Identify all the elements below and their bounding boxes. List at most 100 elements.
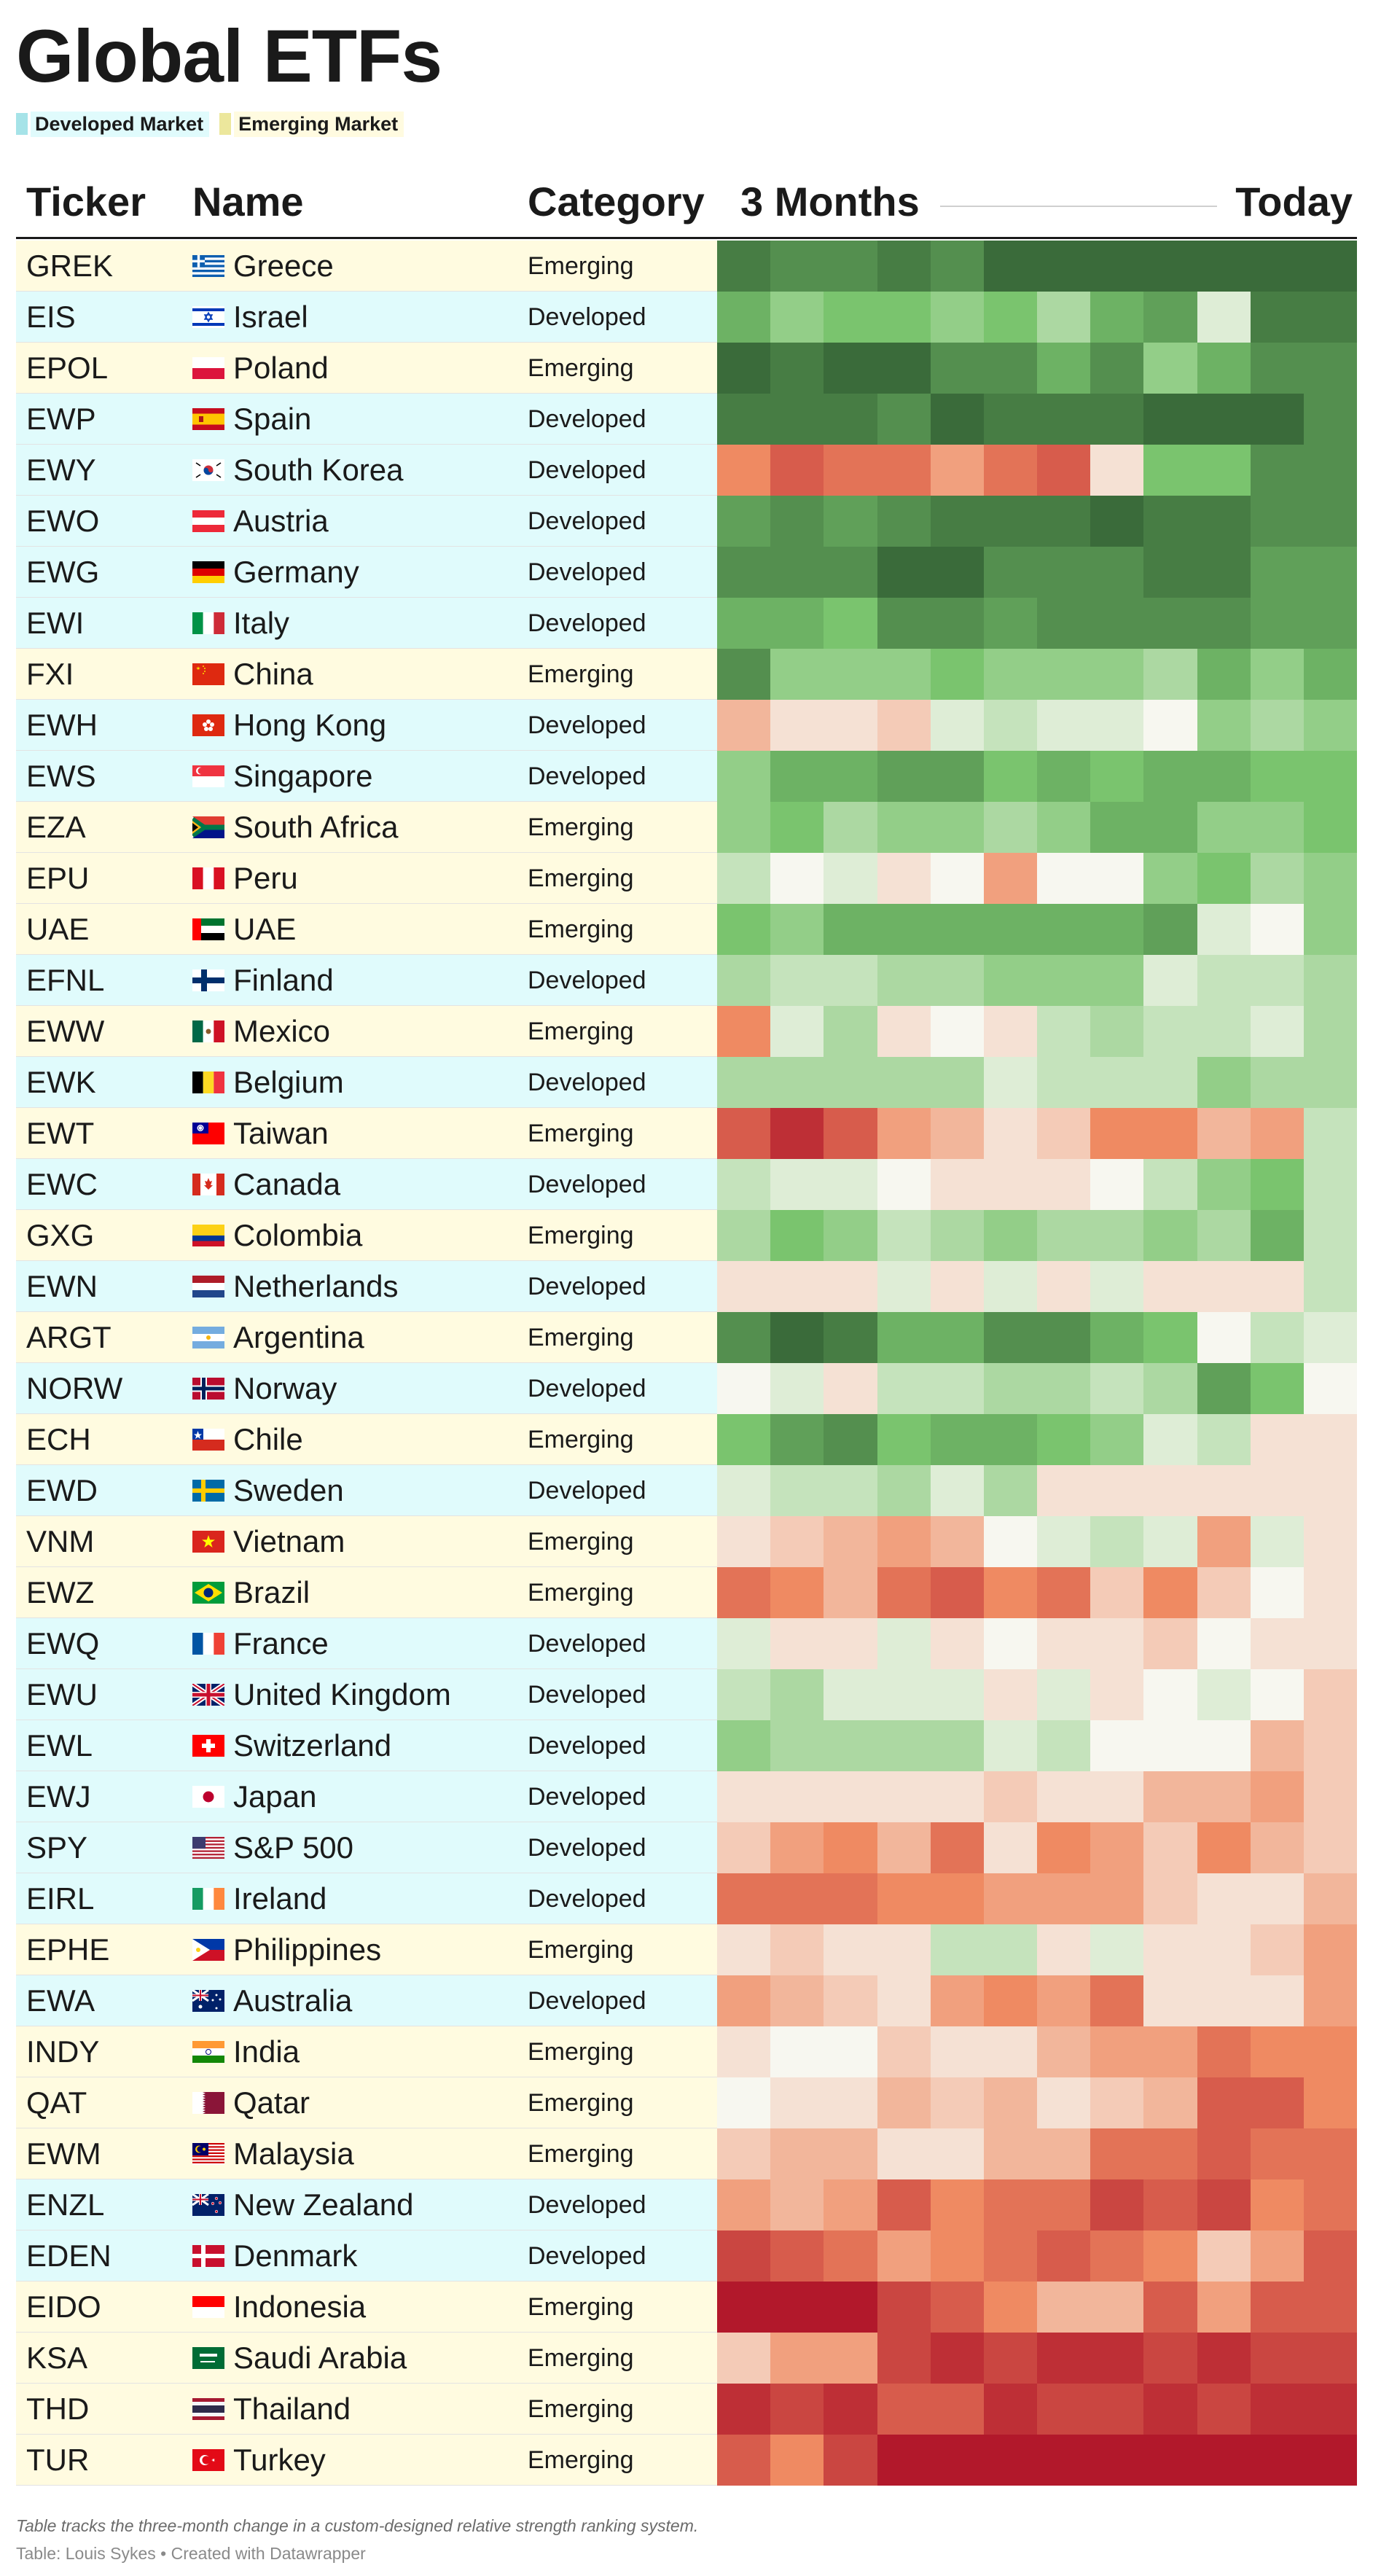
table-row: VNM Vietnam Emerging bbox=[16, 1516, 1358, 1567]
heat-cell-eza-4 bbox=[930, 802, 984, 853]
heat-cell-eis-1 bbox=[770, 292, 824, 343]
ticker-cell: EWS bbox=[26, 759, 96, 793]
heat-cell-qat-4 bbox=[930, 2077, 984, 2128]
norway-flag bbox=[192, 1378, 224, 1400]
heat-cell-epu-8 bbox=[1143, 853, 1197, 904]
name-cell: Spain bbox=[233, 402, 312, 436]
heat-cell-argt-7 bbox=[1090, 1312, 1144, 1363]
ticker-cell: EWW bbox=[26, 1014, 105, 1048]
thailand-flag bbox=[192, 2398, 224, 2420]
ticker-cell: EPU bbox=[26, 861, 90, 895]
header-ticker[interactable]: Ticker bbox=[26, 179, 146, 225]
ticker-cell: ENZL bbox=[26, 2187, 105, 2222]
ticker-cell: EWP bbox=[26, 402, 96, 436]
heatmap-row bbox=[717, 1720, 1358, 1771]
heat-cell-ewh-9 bbox=[1197, 700, 1251, 751]
heat-cell-ewm-8 bbox=[1143, 2128, 1197, 2179]
ticker-cell: EWY bbox=[26, 453, 96, 487]
heat-cell-enzl-3 bbox=[877, 2179, 931, 2230]
name-cell: Israel bbox=[233, 300, 308, 334]
heat-cell-vnm-7 bbox=[1090, 1516, 1144, 1567]
heat-cell-ewy-10 bbox=[1250, 445, 1304, 496]
heat-cell-grek-1 bbox=[770, 241, 824, 292]
heat-cell-grek-5 bbox=[983, 241, 1038, 292]
heat-cell-ewa-0 bbox=[717, 1975, 771, 2026]
ticker-cell: EWD bbox=[26, 1473, 98, 1507]
ireland-flag bbox=[192, 1888, 224, 1910]
heat-cell-eis-7 bbox=[1090, 292, 1144, 343]
heat-cell-gxg-8 bbox=[1143, 1210, 1197, 1261]
name-cell: Belgium bbox=[233, 1065, 344, 1099]
heat-cell-spy-8 bbox=[1143, 1822, 1197, 1873]
category-cell: Emerging bbox=[528, 916, 634, 943]
heat-cell-ewh-10 bbox=[1250, 700, 1304, 751]
heat-cell-ewq-1 bbox=[770, 1618, 824, 1669]
heatmap-row bbox=[717, 1618, 1358, 1669]
heatmap-row bbox=[717, 1108, 1358, 1159]
heat-cell-norw-11 bbox=[1303, 1363, 1358, 1414]
heat-cell-ewi-1 bbox=[770, 598, 824, 649]
heat-cell-gxg-9 bbox=[1197, 1210, 1251, 1261]
ticker-cell: EWI bbox=[26, 606, 85, 640]
heat-cell-ewi-2 bbox=[824, 598, 877, 649]
table-row: EWM Malaysia Emerging bbox=[16, 2128, 1358, 2179]
heat-cell-ewh-6 bbox=[1037, 700, 1091, 751]
heat-cell-eido-2 bbox=[824, 2282, 877, 2333]
heat-cell-ephe-2 bbox=[824, 1924, 877, 1975]
heat-cell-eirl-6 bbox=[1037, 1873, 1091, 1924]
heat-cell-epu-2 bbox=[824, 853, 877, 904]
heat-cell-argt-2 bbox=[824, 1312, 877, 1363]
heat-cell-ewk-0 bbox=[717, 1057, 771, 1108]
name-cell: Brazil bbox=[233, 1575, 310, 1609]
heat-cell-epol-6 bbox=[1037, 343, 1091, 394]
south-korea-flag bbox=[192, 459, 224, 481]
heat-cell-epu-6 bbox=[1037, 853, 1091, 904]
header-name[interactable]: Name bbox=[192, 179, 304, 225]
heatmap-row bbox=[717, 343, 1358, 394]
category-cell: Developed bbox=[528, 405, 646, 433]
heat-cell-epol-2 bbox=[824, 343, 877, 394]
heat-cell-ewk-4 bbox=[930, 1057, 984, 1108]
heat-cell-ech-0 bbox=[717, 1414, 771, 1465]
heat-cell-eza-11 bbox=[1303, 802, 1358, 853]
heat-cell-ewu-6 bbox=[1037, 1669, 1091, 1720]
heat-cell-ewk-9 bbox=[1197, 1057, 1251, 1108]
heat-cell-eido-8 bbox=[1143, 2282, 1197, 2333]
uae-flag bbox=[192, 918, 224, 940]
heat-cell-eww-1 bbox=[770, 1006, 824, 1057]
heat-cell-ewg-5 bbox=[983, 547, 1038, 598]
heat-cell-epol-4 bbox=[930, 343, 984, 394]
name-cell: New Zealand bbox=[233, 2187, 414, 2222]
ticker-cell: EWH bbox=[26, 708, 98, 742]
table-row: EIS Israel Developed bbox=[16, 292, 1358, 343]
heat-cell-ewz-7 bbox=[1090, 1567, 1144, 1618]
heat-cell-ewh-11 bbox=[1303, 700, 1358, 751]
heat-cell-epu-1 bbox=[770, 853, 824, 904]
heat-cell-ewj-9 bbox=[1197, 1771, 1251, 1822]
heat-cell-ewg-6 bbox=[1037, 547, 1091, 598]
heat-cell-ews-6 bbox=[1037, 751, 1091, 802]
heat-cell-gxg-6 bbox=[1037, 1210, 1091, 1261]
heatmap-row bbox=[717, 751, 1358, 802]
heat-cell-ewc-6 bbox=[1037, 1159, 1091, 1210]
heat-cell-ewq-4 bbox=[930, 1618, 984, 1669]
finland-flag bbox=[192, 969, 224, 991]
ticker-cell: EIRL bbox=[26, 1881, 95, 1916]
heat-cell-fxi-0 bbox=[717, 649, 771, 700]
heat-cell-epol-11 bbox=[1303, 343, 1358, 394]
heat-cell-ewi-5 bbox=[983, 598, 1038, 649]
heat-cell-ewg-3 bbox=[877, 547, 931, 598]
heat-cell-ewy-11 bbox=[1303, 445, 1358, 496]
header-category[interactable]: Category bbox=[528, 179, 705, 225]
heat-cell-ewp-10 bbox=[1250, 394, 1304, 445]
heat-cell-efnl-8 bbox=[1143, 955, 1197, 1006]
heat-cell-ewn-11 bbox=[1303, 1261, 1358, 1312]
table-row: EIRL Ireland Developed bbox=[16, 1873, 1358, 1924]
heat-cell-eis-10 bbox=[1250, 292, 1304, 343]
indonesia-flag bbox=[192, 2296, 224, 2318]
ticker-cell: EWZ bbox=[26, 1575, 95, 1609]
heat-cell-ewa-9 bbox=[1197, 1975, 1251, 2026]
heat-cell-ewj-10 bbox=[1250, 1771, 1304, 1822]
heat-cell-efnl-5 bbox=[983, 955, 1038, 1006]
legend: Developed Market Emerging Market bbox=[16, 111, 414, 137]
